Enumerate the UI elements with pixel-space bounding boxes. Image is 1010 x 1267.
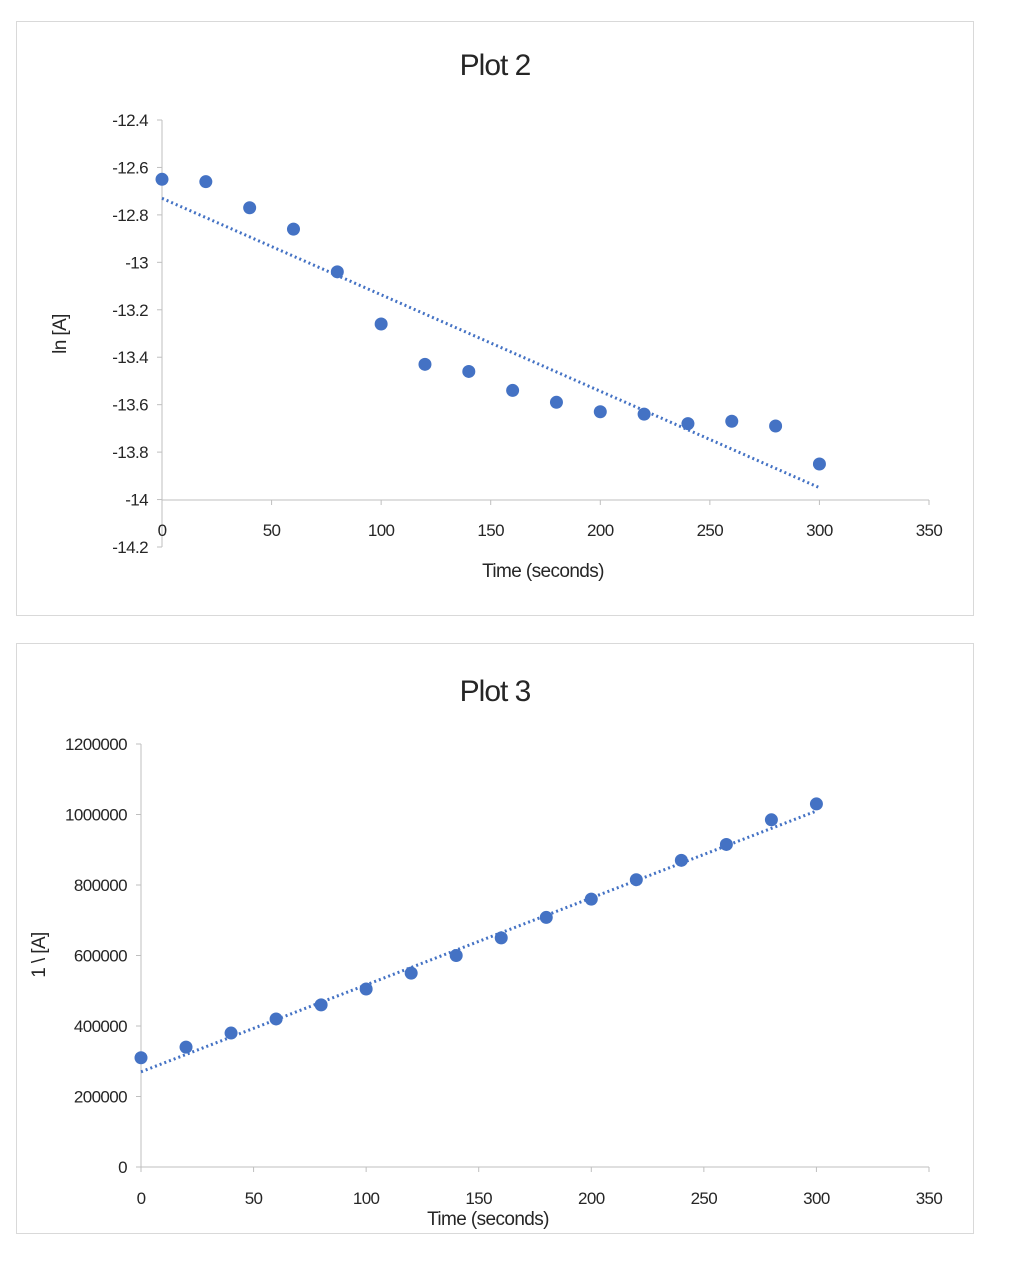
x-axis-title: Time (seconds) <box>482 561 604 582</box>
y-tick-label: -14.2 <box>112 538 148 557</box>
data-point <box>539 910 553 924</box>
data-point <box>809 797 823 811</box>
y-tick-label: 0 <box>118 1158 127 1177</box>
data-point <box>286 222 300 236</box>
x-tick-label: 350 <box>916 521 943 540</box>
data-point <box>374 317 388 331</box>
x-axis-title: Time (seconds) <box>427 1209 549 1230</box>
data-point <box>593 405 607 419</box>
trendline <box>140 809 817 1074</box>
chart-plot-3: Plot 3 0 200000 400000 600000 800000 1000000 1… <box>16 643 974 1234</box>
x-tick-label: 100 <box>353 1189 380 1208</box>
data-point <box>418 357 432 371</box>
y-axis-title: ln [A] <box>50 314 71 354</box>
data-point <box>243 201 257 215</box>
data-point <box>179 1040 193 1054</box>
data-point <box>637 407 651 421</box>
x-tick-label: 300 <box>806 521 833 540</box>
data-point <box>134 1051 148 1065</box>
x-tick-label: 150 <box>465 1189 492 1208</box>
data-point <box>494 931 508 945</box>
x-tick-label: 350 <box>916 1189 943 1208</box>
data-point <box>764 813 778 827</box>
y-tick-label: 1200000 <box>65 735 127 754</box>
y-tick-label: -12.4 <box>112 111 148 130</box>
data-point <box>224 1026 238 1040</box>
y-tick-label: 200000 <box>74 1088 127 1107</box>
data-point <box>155 172 169 186</box>
x-tick-label: 50 <box>245 1189 263 1208</box>
x-tick-label: 200 <box>587 521 614 540</box>
data-point <box>199 175 213 189</box>
y-tick-label: 600000 <box>74 947 127 966</box>
x-tick-label: 50 <box>263 521 281 540</box>
data-point <box>404 966 418 980</box>
data-point <box>314 998 328 1012</box>
y-tick-label: 1000000 <box>65 806 127 825</box>
x-tick-label: 250 <box>697 521 724 540</box>
data-point <box>674 853 688 867</box>
data-point <box>769 419 783 433</box>
y-tick-label: -13.6 <box>112 396 148 415</box>
y-tick-label: -12.6 <box>112 158 148 177</box>
data-point <box>506 383 520 397</box>
data-point <box>725 414 739 428</box>
data-point <box>549 395 563 409</box>
data-point <box>359 982 373 996</box>
x-tick-label: 150 <box>477 521 504 540</box>
data-point <box>681 417 695 431</box>
data-point <box>462 364 476 378</box>
y-tick-label: -13.2 <box>112 301 148 320</box>
data-point <box>629 873 643 887</box>
data-point <box>584 892 598 906</box>
data-point <box>330 265 344 279</box>
y-tick-label: -13 <box>125 253 148 272</box>
x-tick-label: 0 <box>137 1189 146 1208</box>
chart-plot-2-svg: Plot 2 -12.4 -12.6 -12.8 -13 -13.2 -13.4 -13.6… <box>50 49 943 582</box>
chart-plot-3-svg: Plot 3 0 200000 400000 600000 800000 1000000 1… <box>29 675 943 1230</box>
y-axis-title: 1 \ [A] <box>29 932 50 977</box>
y-tick-label: 400000 <box>74 1017 127 1036</box>
trendline <box>161 196 821 490</box>
y-tick-label: -13.8 <box>112 443 148 462</box>
data-point <box>269 1012 283 1026</box>
x-tick-label: 200 <box>578 1189 605 1208</box>
y-tick-label: -14 <box>125 491 148 510</box>
x-tick-label: 100 <box>368 521 395 540</box>
chart-title: Plot 2 <box>460 49 531 82</box>
y-tick-label: -13.4 <box>112 348 148 367</box>
data-point <box>812 457 826 471</box>
y-tick-label: -12.8 <box>112 206 148 225</box>
chart-title: Plot 3 <box>460 675 531 708</box>
y-tick-label: 800000 <box>74 876 127 895</box>
x-tick-label: 250 <box>691 1189 718 1208</box>
data-point <box>449 949 463 962</box>
data-point <box>719 837 733 851</box>
chart-plot-2: Plot 2 -12.4 -12.6 -12.8 -13 -13.2 -13.4 -13.6… <box>16 21 974 616</box>
x-tick-label: 0 <box>158 521 167 540</box>
x-tick-label: 300 <box>803 1189 830 1208</box>
